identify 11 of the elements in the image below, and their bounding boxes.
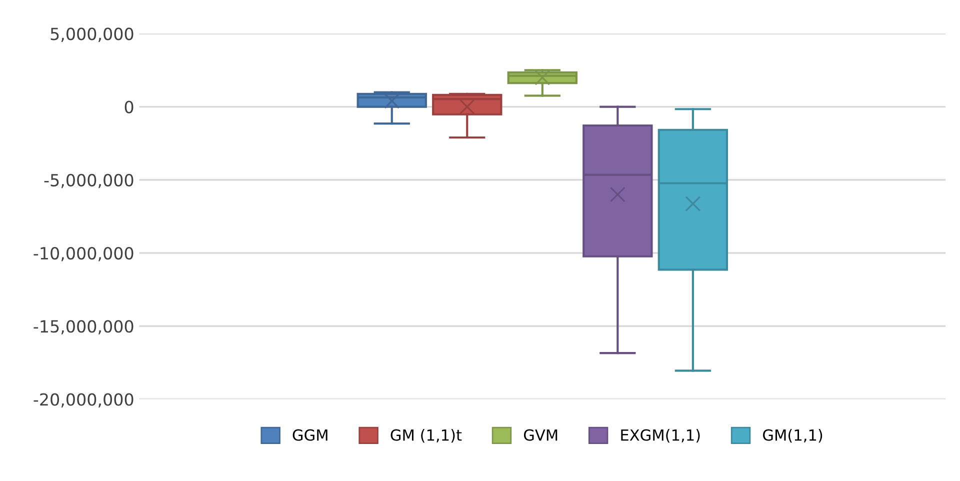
legend-label: GM (1,1)t — [390, 428, 462, 443]
legend-label: GM(1,1) — [763, 428, 822, 443]
y-tick-label: 0 — [124, 100, 134, 114]
legend-label: GVM — [524, 429, 558, 441]
legend-label: EXGM(1,1) — [621, 428, 700, 443]
legend-label: GGM — [292, 429, 328, 441]
y-tick-label: -5,000,000 — [44, 174, 134, 188]
y-tick-label: -10,000,000 — [34, 246, 134, 262]
y-tick-label: -15,000,000 — [34, 320, 134, 334]
y-tick-label: -20,000,000 — [34, 393, 134, 408]
y-tick-label: 5,000,000 — [50, 28, 134, 42]
